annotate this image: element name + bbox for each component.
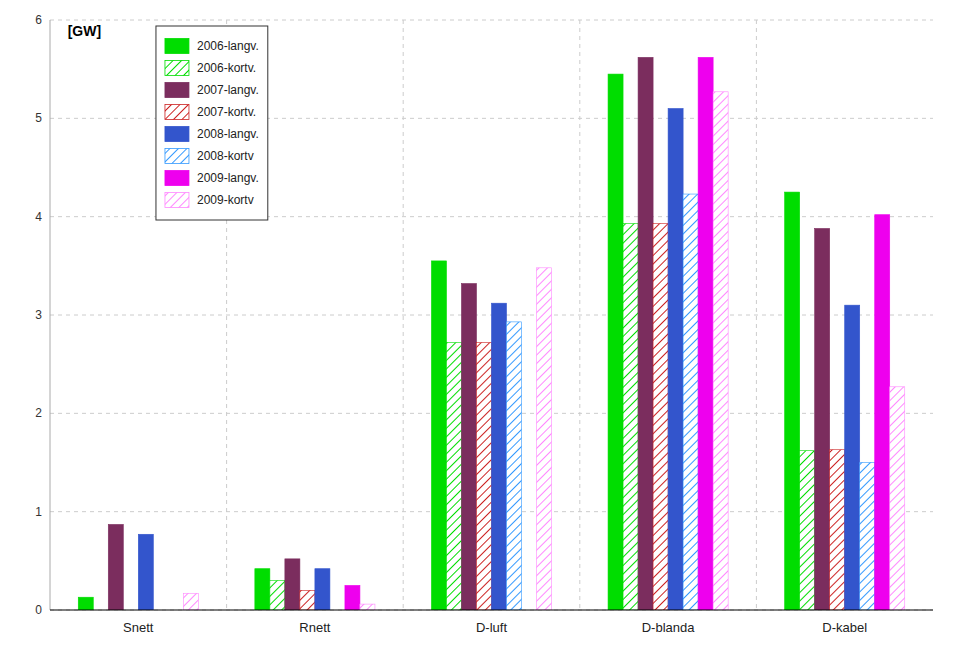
y-tick-label: 6 [35,13,42,27]
legend-label: 2007-langv. [197,83,259,97]
bar [830,450,845,610]
x-tick-label: D-kabel [822,620,867,635]
bar [875,215,890,610]
bar [492,303,507,610]
bar [800,451,815,610]
chart: 0 1 2 3 4 5 6 Snett Rnett D-luft D-blanda D-kabel [G… [0,0,953,652]
group-separator [403,20,404,610]
bar [507,322,522,610]
bar [698,57,713,610]
bars [78,57,904,610]
bar [183,593,198,610]
bar [890,387,905,610]
legend-label: 2006-kortv. [197,61,256,75]
bar [815,228,830,610]
legend-swatch [165,105,189,120]
bar [285,559,300,610]
legend-swatch [165,61,189,76]
legend-label: 2008-kortv [197,149,254,163]
bar [446,343,461,610]
bar [431,261,446,610]
legend-swatch [165,127,189,142]
legend-label: 2008-langv. [197,127,259,141]
y-tick-label: 2 [35,406,42,420]
y-tick-label: 3 [35,308,42,322]
bar [845,305,860,610]
bar [653,224,668,610]
bar [623,224,638,610]
legend: 2006-langv. 2006-kortv. 2007-langv. 2007-ko… [156,26,268,220]
legend-label: 2007-kortv. [197,105,256,119]
bar [300,590,315,610]
bar [345,585,360,610]
y-tick-label: 0 [35,603,42,617]
x-tick-label: D-blanda [642,620,696,635]
x-tick-label: Snett [123,620,154,635]
x-tick-label: D-luft [476,620,507,635]
bar [683,194,698,610]
legend-swatch [165,193,189,208]
y-tick-label: 5 [35,111,42,125]
group-separator [756,20,757,610]
x-axis-line [50,610,933,611]
bar [608,74,623,610]
bar [270,581,285,611]
grid-line [50,610,933,611]
legend-swatch [165,171,189,186]
group-separator [579,20,580,610]
bar [315,569,330,610]
bar [255,569,270,610]
bar [360,604,375,610]
bar [461,284,476,610]
legend-swatch [165,83,189,98]
legend-swatch [165,39,189,54]
y-tick-label: 4 [35,210,42,224]
x-tick-label: Rnett [299,620,330,635]
legend-label: 2009-langv. [197,171,259,185]
bar [78,597,93,610]
bar [668,109,683,611]
bar [713,92,728,610]
bar [860,463,875,611]
bar [638,57,653,610]
legend-frame [156,26,268,220]
bar [476,343,491,610]
bar [108,524,123,610]
legend-label: 2006-langv. [197,39,259,53]
bar [537,268,552,610]
y-axis-line [50,20,51,610]
legend-swatch [165,149,189,164]
legend-label: 2009-kortv [197,193,254,207]
grid [50,20,933,610]
chart-container: 0 1 2 3 4 5 6 Snett Rnett D-luft D-blanda D-kabel [G… [0,0,953,652]
y-label: [GW] [68,23,101,39]
grid-line [50,20,933,21]
bar [138,534,153,610]
y-tick-label: 1 [35,505,42,519]
bar [785,192,800,610]
